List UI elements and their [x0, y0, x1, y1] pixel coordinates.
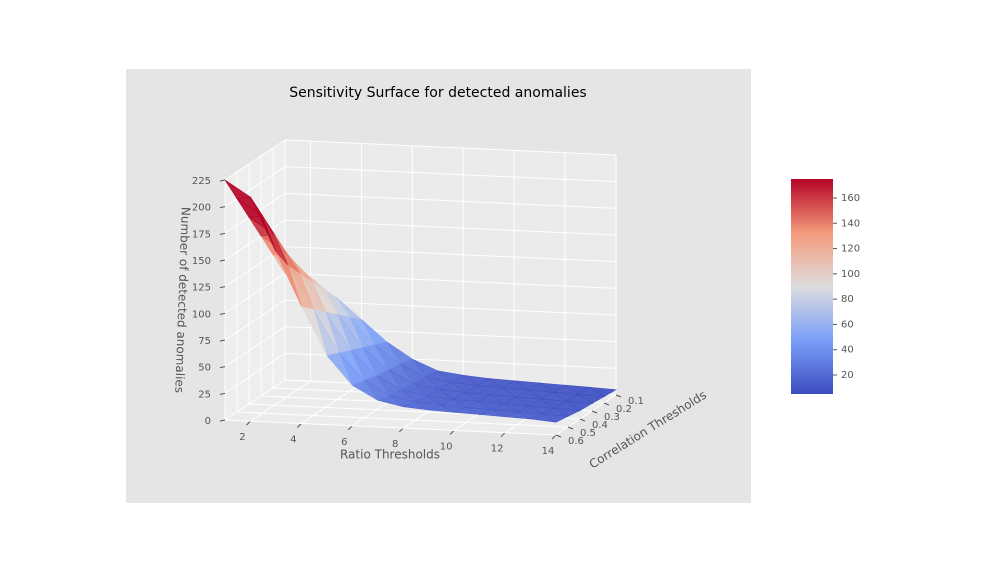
y-tick-label: 0.1 — [628, 396, 644, 407]
y-tick-label: 0.2 — [616, 404, 632, 415]
tick-mark — [219, 419, 226, 422]
tick-mark — [579, 418, 586, 422]
z-tick-label: 200 — [192, 203, 211, 214]
tick-mark — [551, 434, 557, 440]
z-tick-label: 150 — [192, 256, 211, 267]
tick-mark — [219, 392, 226, 395]
grid-line — [224, 352, 286, 394]
tick-mark — [591, 410, 598, 414]
grid-line — [224, 326, 286, 368]
y-tick-label: 0.5 — [580, 428, 596, 439]
surface-facet — [224, 179, 252, 200]
tick-mark — [615, 394, 622, 398]
grid-line — [236, 411, 569, 428]
grid-line — [284, 272, 617, 289]
tick-mark — [219, 232, 226, 235]
x-tick-label: 2 — [239, 432, 245, 443]
colorbar-tick-label: 160 — [841, 193, 860, 204]
grid-line — [284, 139, 617, 156]
chart-title: Sensitivity Surface for detected anomali… — [289, 85, 586, 101]
colorbar-tick-label: 140 — [841, 218, 860, 229]
colorbar-tick-label: 40 — [841, 345, 854, 356]
y-tick-label: 0.6 — [568, 436, 584, 447]
z-tick-label: 100 — [192, 309, 211, 320]
y-tick-label: 0.4 — [592, 420, 608, 431]
grid-line — [284, 166, 617, 183]
grid-line — [224, 219, 286, 261]
x-tick-label: 4 — [290, 434, 296, 445]
tick-mark — [500, 432, 506, 438]
tick-mark — [219, 312, 226, 315]
colorbar-tick-label: 120 — [841, 244, 860, 255]
x-axis-label: Ratio Thresholds — [340, 448, 440, 462]
tick-mark — [449, 430, 455, 435]
z-tick-label: 75 — [198, 336, 211, 347]
grid-line — [224, 272, 286, 314]
grid-line — [284, 192, 617, 209]
x-tick-label: 14 — [542, 446, 555, 457]
z-axis-label: Number of detected anomalies — [172, 207, 192, 394]
z-tick-label: 125 — [192, 283, 211, 294]
grid-line — [224, 166, 286, 208]
tick-mark — [398, 427, 404, 433]
tick-mark — [219, 366, 226, 369]
tick-mark — [219, 339, 226, 342]
z-tick-label: 0 — [205, 416, 211, 427]
x-tick-label: 12 — [491, 444, 504, 455]
tick-mark — [555, 434, 562, 438]
tick-mark — [219, 286, 226, 289]
grid-line — [250, 380, 311, 422]
colorbar-tick-label: 80 — [841, 294, 854, 305]
z-tick-label: 175 — [192, 229, 211, 240]
side-pane — [225, 140, 285, 420]
colorbar-tick-label: 100 — [841, 269, 860, 280]
tick-mark — [603, 402, 610, 406]
grid-line — [224, 139, 286, 181]
grid-line — [224, 419, 557, 436]
grid-line — [555, 394, 617, 436]
z-tick-label: 25 — [198, 389, 211, 400]
x-tick-label: 10 — [440, 441, 453, 452]
y-tick-label: 0.3 — [604, 412, 620, 423]
tick-mark — [347, 425, 353, 431]
grid-line — [224, 379, 286, 421]
grid-line — [224, 299, 286, 341]
z-tick-label: 50 — [198, 363, 211, 374]
grid-line — [301, 383, 362, 424]
x-tick-label: 6 — [341, 437, 347, 448]
x-tick-label: 8 — [392, 439, 398, 450]
colorbar — [791, 179, 833, 394]
colorbar-tick-label: 60 — [841, 319, 854, 330]
tick-mark — [219, 206, 226, 209]
tick-mark — [297, 423, 302, 428]
colorbar-tick-label: 20 — [841, 370, 854, 381]
tick-mark — [219, 179, 226, 182]
grid-line — [284, 219, 617, 236]
tick-mark — [246, 420, 251, 426]
tick-mark — [567, 426, 574, 430]
tick-mark — [219, 259, 226, 262]
grid-line — [284, 246, 617, 263]
z-tick-label: 225 — [192, 176, 211, 187]
